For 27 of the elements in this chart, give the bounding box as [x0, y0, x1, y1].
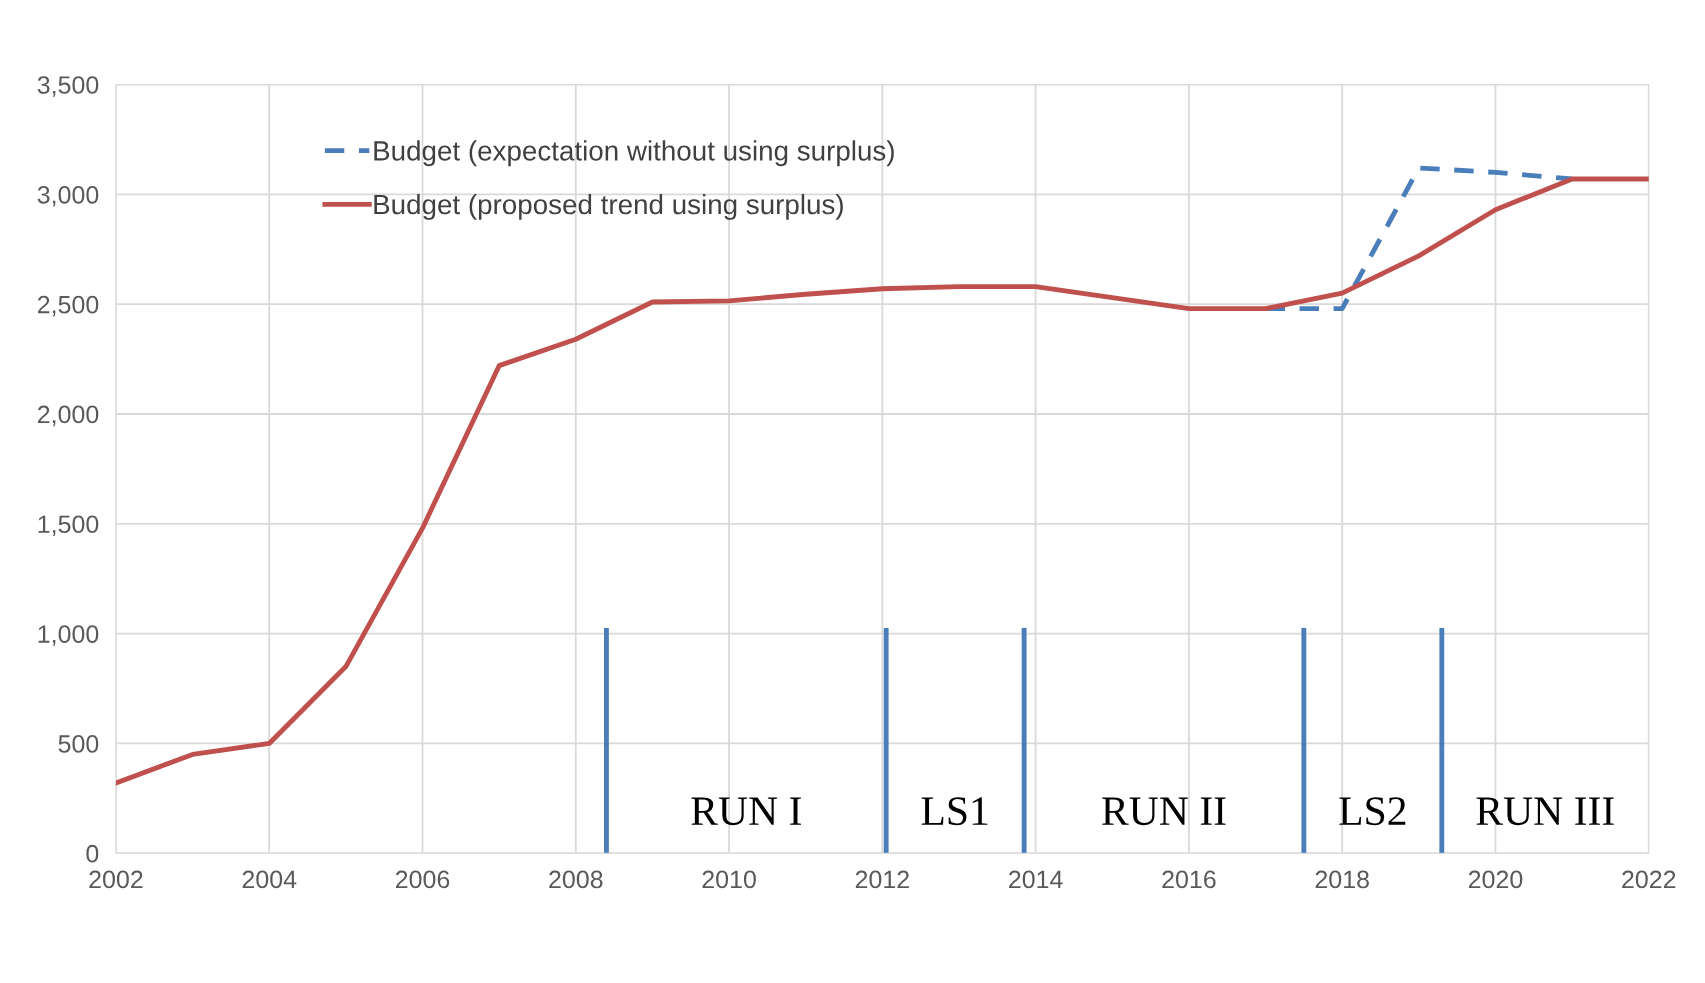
x-tick-label: 2004 — [242, 870, 297, 889]
x-tick-label: 2018 — [1315, 870, 1369, 889]
annotation: RUN I — [691, 797, 801, 826]
line-series — [115, 176, 1649, 786]
y-tick-label: 500 — [58, 735, 99, 753]
legend-label: Budget (proposed trend using surplus) — [374, 193, 843, 220]
y-tick-label: 1,000 — [38, 625, 99, 646]
y-tick-label: 0 — [86, 844, 99, 863]
x-tick-label: 2010 — [702, 870, 756, 889]
x-tick-label: 2014 — [1009, 870, 1063, 889]
annotation: LS1 — [921, 797, 988, 826]
x-tick-label: 2002 — [89, 870, 143, 889]
y-tick-label: 2,500 — [37, 295, 99, 317]
x-tick-label: 2008 — [549, 870, 603, 889]
annotation: LS2 — [1339, 797, 1406, 826]
x-tick-label: 2016 — [1162, 870, 1216, 889]
x-tick-label: 2022 — [1622, 870, 1676, 889]
legend-label: Budget (expectation without using surplus) — [374, 140, 894, 167]
x-tick-label: 2006 — [395, 870, 450, 889]
y-tick-label: 1,500 — [38, 515, 99, 537]
x-tick-label: 2020 — [1468, 870, 1523, 889]
x-tick-label: 2012 — [855, 870, 909, 889]
y-tick-label: 2,000 — [37, 405, 99, 427]
y-tick-label: 3,000 — [37, 185, 99, 207]
y-tick-label: 3,500 — [37, 76, 99, 97]
annotation: RUN II — [1102, 797, 1226, 826]
annotation: RUN III — [1476, 797, 1614, 826]
